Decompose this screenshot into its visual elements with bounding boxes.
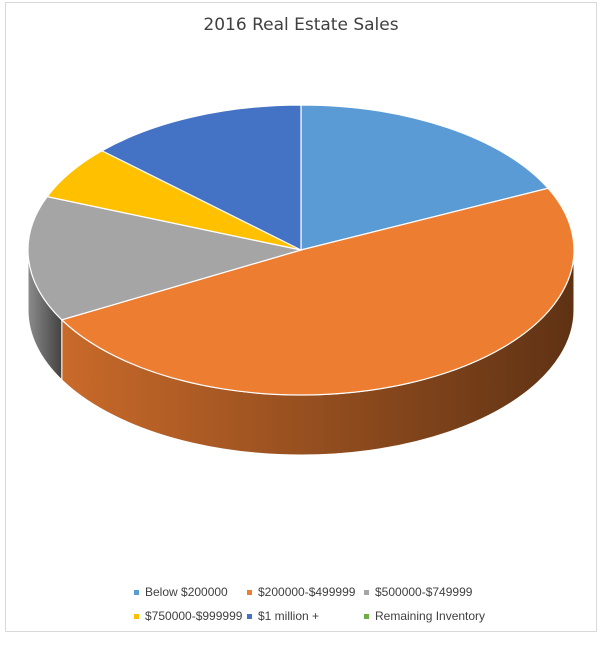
legend-label: Remaining Inventory — [375, 609, 486, 623]
legend-swatch — [364, 589, 369, 595]
pie-slice-200000-499999 — [60, 187, 575, 396]
legend-item-200000-499999: $200000-$499999 — [247, 585, 355, 599]
legend-swatch — [247, 589, 252, 595]
legend-swatch — [247, 613, 252, 619]
legend-item-below-200000: Below $200000 — [134, 585, 228, 599]
chart-area: 2016 Real Estate Sales Below $200000 $20… — [5, 2, 597, 632]
pie-slice-below-200000 — [300, 104, 550, 251]
legend-swatch — [364, 613, 369, 619]
legend-item-750000-999999: $750000-$999999 — [134, 609, 242, 623]
legend-label: $500000-$749999 — [375, 585, 473, 599]
legend-swatch — [134, 613, 139, 619]
legend-item-remaining-inventory: Remaining Inventory — [364, 609, 485, 623]
legend-item-1-million-plus: $1 million + — [247, 609, 319, 623]
pie-chart — [27, 104, 575, 456]
legend-label: Below $200000 — [145, 585, 228, 599]
pie-slice-500000-749999 — [27, 195, 302, 321]
legend-label: $1 million + — [258, 609, 320, 623]
chart-title: 2016 Real Estate Sales — [203, 15, 399, 35]
legend-item-500000-749999: $500000-$749999 — [364, 585, 472, 599]
pie-top-faces — [27, 104, 575, 396]
legend-label: $200000-$499999 — [258, 585, 356, 599]
legend-label: $750000-$999999 — [145, 609, 243, 623]
legend-swatch — [134, 589, 139, 595]
pie-slice-1-million — [100, 104, 302, 251]
